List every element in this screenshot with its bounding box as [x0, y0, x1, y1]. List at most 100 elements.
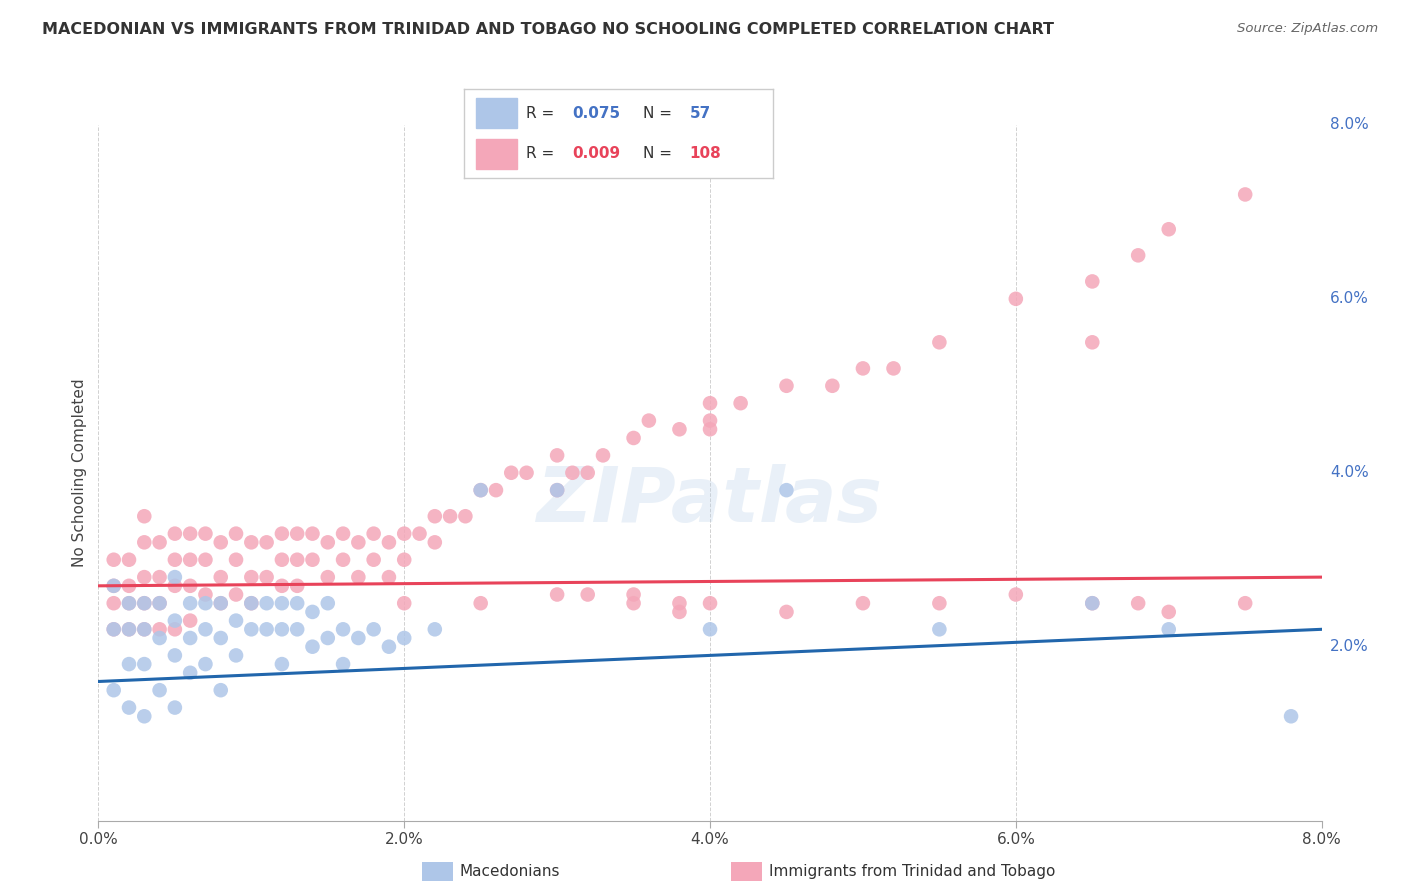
Point	[316, 596, 339, 610]
Point	[149, 570, 172, 584]
Point	[546, 448, 568, 462]
Point	[270, 623, 294, 637]
Point	[118, 596, 141, 610]
Point	[163, 623, 186, 637]
Point	[209, 596, 232, 610]
Point	[1004, 292, 1026, 306]
Point	[103, 623, 125, 637]
Point	[194, 657, 217, 671]
Point	[209, 596, 232, 610]
Point	[285, 596, 308, 610]
Point	[332, 526, 354, 541]
Point	[194, 596, 217, 610]
Point	[623, 596, 645, 610]
Point	[423, 535, 446, 549]
Point	[194, 623, 217, 637]
Point	[225, 552, 247, 567]
Point	[775, 378, 797, 392]
Point	[285, 579, 308, 593]
Point	[134, 623, 156, 637]
Point	[928, 335, 950, 350]
Point	[623, 431, 645, 445]
Point	[316, 570, 339, 584]
Point	[454, 509, 477, 524]
Point	[285, 526, 308, 541]
Point	[332, 552, 354, 567]
Text: N =: N =	[644, 106, 678, 120]
Point	[209, 535, 232, 549]
Bar	[477, 98, 516, 128]
Text: MACEDONIAN VS IMMIGRANTS FROM TRINIDAD AND TOBAGO NO SCHOOLING COMPLETED CORRELA: MACEDONIAN VS IMMIGRANTS FROM TRINIDAD A…	[42, 22, 1054, 37]
Point	[134, 596, 156, 610]
Point	[225, 588, 247, 602]
Text: 4.0%: 4.0%	[1330, 466, 1368, 480]
Point	[775, 483, 797, 498]
Point	[149, 623, 172, 637]
Point	[392, 526, 416, 541]
Point	[1157, 605, 1180, 619]
Point	[103, 596, 125, 610]
Point	[1234, 596, 1257, 610]
Point	[501, 466, 523, 480]
Point	[378, 640, 401, 654]
Point	[1081, 596, 1104, 610]
Point	[1234, 187, 1257, 202]
Point	[301, 552, 323, 567]
Point	[179, 526, 201, 541]
Point	[1081, 596, 1104, 610]
Point	[179, 552, 201, 567]
Point	[134, 570, 156, 584]
Point	[1157, 222, 1180, 236]
Point	[225, 526, 247, 541]
Point	[103, 623, 125, 637]
Point	[118, 552, 141, 567]
Point	[546, 483, 568, 498]
Point	[332, 623, 354, 637]
Point	[149, 535, 172, 549]
Point	[423, 623, 446, 637]
Point	[347, 535, 370, 549]
Point	[592, 448, 614, 462]
Point	[194, 588, 217, 602]
Point	[699, 396, 721, 410]
Point	[179, 665, 201, 680]
Point	[378, 570, 401, 584]
Text: Source: ZipAtlas.com: Source: ZipAtlas.com	[1237, 22, 1378, 36]
Text: Macedonians: Macedonians	[460, 864, 560, 879]
Point	[134, 596, 156, 610]
Point	[118, 579, 141, 593]
Point	[928, 623, 950, 637]
Point	[240, 596, 263, 610]
Point	[301, 526, 323, 541]
Point	[347, 631, 370, 645]
Point	[179, 579, 201, 593]
Point	[163, 526, 186, 541]
Point	[270, 552, 294, 567]
Point	[134, 509, 156, 524]
Point	[256, 623, 278, 637]
Point	[209, 683, 232, 698]
Point	[883, 361, 905, 376]
Text: N =: N =	[644, 146, 678, 161]
Point	[470, 483, 492, 498]
Point	[134, 623, 156, 637]
Point	[103, 552, 125, 567]
Point	[270, 579, 294, 593]
Text: 8.0%: 8.0%	[1330, 118, 1368, 132]
Point	[225, 614, 247, 628]
Point	[240, 623, 263, 637]
Point	[1279, 709, 1302, 723]
Point	[485, 483, 508, 498]
Point	[623, 588, 645, 602]
Point	[134, 535, 156, 549]
Point	[179, 614, 201, 628]
Point	[668, 605, 690, 619]
Point	[1128, 248, 1150, 262]
Point	[103, 579, 125, 593]
Point	[118, 657, 141, 671]
Point	[363, 552, 385, 567]
Point	[668, 596, 690, 610]
Point	[163, 700, 186, 714]
Text: 6.0%: 6.0%	[1330, 292, 1369, 306]
Point	[439, 509, 461, 524]
